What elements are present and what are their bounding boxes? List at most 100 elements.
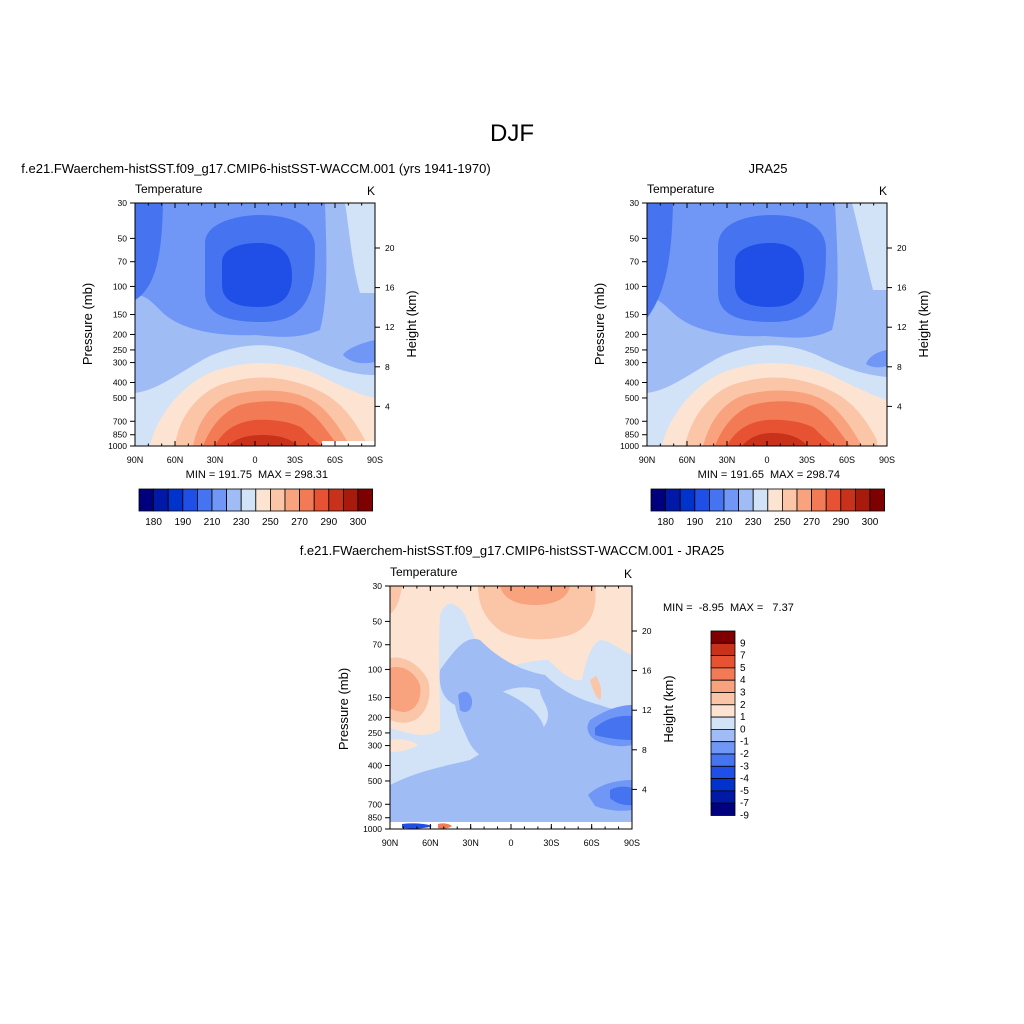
colorbar-swatch [710, 741, 736, 755]
colorbar-swatch [679, 488, 696, 512]
colorbar-swatch [710, 765, 736, 779]
x-tick-label: 90N [382, 838, 399, 848]
y-tick-label: 500 [113, 393, 127, 403]
obs-y2label: Height (km) [916, 290, 931, 357]
model-band-polar-upper [345, 203, 375, 293]
diff-band-left-thin [390, 739, 418, 752]
model-ylabel: Pressure (mb) [80, 283, 95, 365]
colorbar-swatch [723, 488, 740, 512]
x-tick-label: 60S [327, 455, 343, 465]
colorbar-swatch [825, 488, 842, 512]
y-tick-label: 400 [113, 378, 127, 388]
x-tick-label: 30N [207, 455, 224, 465]
y-tick-label: 400 [368, 761, 382, 771]
model-axes: 90N 60N 30N 0 30S 60S 90S 30 50 70 100 150 200 250 300… [108, 198, 395, 465]
colorbar-swatch [710, 655, 736, 669]
diff-band-nh-warm-core [390, 666, 421, 712]
obs-panel-title: JRA25 [748, 161, 787, 176]
y-tick-label: 250 [368, 728, 382, 738]
colorbar-label: 5 [740, 663, 746, 674]
diff-y2label: Height (km) [661, 675, 676, 742]
y-tick-label: 150 [368, 693, 382, 703]
x-tick-label: 30S [543, 838, 559, 848]
x-tick-label: 90N [127, 455, 144, 465]
colorbar-swatch [153, 488, 169, 512]
x-tick-label: 90S [367, 455, 383, 465]
colorbar-swatch [710, 790, 736, 804]
colorbar-swatch [796, 488, 813, 512]
y2-tick-label: 12 [642, 705, 652, 715]
model-max-label: MAX = 298.31 [258, 469, 328, 481]
colorbar-swatch [284, 488, 301, 512]
colorbar-label: 190 [686, 517, 703, 528]
y-tick-label: 300 [625, 358, 639, 368]
y2-tick-label: 16 [385, 283, 395, 293]
colorbar-swatch [752, 488, 769, 512]
obs-max-label: MAX = 298.74 [770, 469, 840, 481]
y-tick-label: 700 [625, 416, 639, 426]
colorbar-label: 9 [740, 638, 746, 649]
y-tick-label: 50 [373, 616, 383, 626]
colorbar-swatch [710, 778, 736, 792]
colorbar-label: 3 [740, 688, 746, 699]
obs-contour-field [647, 203, 887, 446]
y-tick-label: 1000 [108, 441, 127, 451]
y2-tick-label: 8 [642, 745, 647, 755]
diff-contour-field [390, 586, 632, 829]
obs-band-nh-cold [647, 203, 673, 318]
colorbar-swatch [269, 488, 286, 512]
y-tick-label: 500 [625, 393, 639, 403]
y-tick-label: 30 [118, 198, 128, 208]
colorbar-label: 210 [204, 517, 221, 528]
y-tick-label: 150 [113, 310, 127, 320]
colorbar-swatch [138, 488, 155, 512]
x-tick-label: 90N [639, 455, 656, 465]
colorbar-swatch [855, 488, 871, 512]
y-tick-label: 100 [625, 281, 639, 291]
diff-band-positive-core [500, 586, 570, 605]
diff-axes: 90N 60N 30N 0 30S 60S 90S 30 50 70 100 150 200 250 300… [363, 581, 652, 848]
colorbar-swatch [710, 729, 736, 743]
colorbar-swatch [710, 630, 736, 644]
x-tick-label: 30S [287, 455, 303, 465]
obs-right-label: K [879, 184, 887, 198]
colorbar-label: 300 [350, 517, 367, 528]
y2-tick-label: 20 [897, 243, 907, 253]
y-tick-label: 30 [630, 198, 640, 208]
colorbar-label: -4 [740, 774, 749, 785]
x-tick-label: 0 [764, 455, 769, 465]
y2-tick-label: 16 [897, 283, 907, 293]
diff-left-label: Temperature [390, 565, 458, 579]
colorbar-label: 290 [320, 517, 337, 528]
x-tick-label: 0 [252, 455, 257, 465]
colorbar-label: 230 [233, 517, 250, 528]
x-tick-label: 60N [167, 455, 184, 465]
colorbar-label: 0 [740, 724, 746, 735]
diff-band-cool-main [390, 639, 632, 829]
y2-tick-label: 16 [642, 666, 652, 676]
y2-tick-label: 4 [385, 401, 390, 411]
y-tick-label: 400 [625, 378, 639, 388]
y2-tick-label: 4 [642, 784, 647, 794]
model-contour-field [135, 203, 375, 446]
colorbar-swatch [328, 488, 344, 512]
y-tick-label: 70 [373, 640, 383, 650]
colorbar-swatch [650, 488, 667, 512]
y-tick-label: 50 [630, 233, 640, 243]
obs-band-295 [742, 433, 808, 446]
colorbar-swatch [710, 704, 736, 718]
diff-band-sh-wisp [590, 676, 602, 700]
colorbar-swatch [196, 488, 213, 512]
obs-min-label: MIN = 191.65 [698, 469, 764, 481]
x-tick-label: 60N [679, 455, 696, 465]
colorbar-swatch [357, 488, 374, 512]
x-tick-label: 60S [839, 455, 855, 465]
y-tick-label: 250 [625, 345, 639, 355]
colorbar-label: 4 [740, 675, 746, 686]
colorbar-label: 180 [145, 517, 162, 528]
colorbar-swatch [710, 642, 736, 656]
colorbar-swatch [709, 488, 725, 512]
diff-right-label: K [624, 567, 632, 581]
obs-ylabel: Pressure (mb) [592, 283, 607, 365]
model-band-295 [228, 435, 298, 446]
